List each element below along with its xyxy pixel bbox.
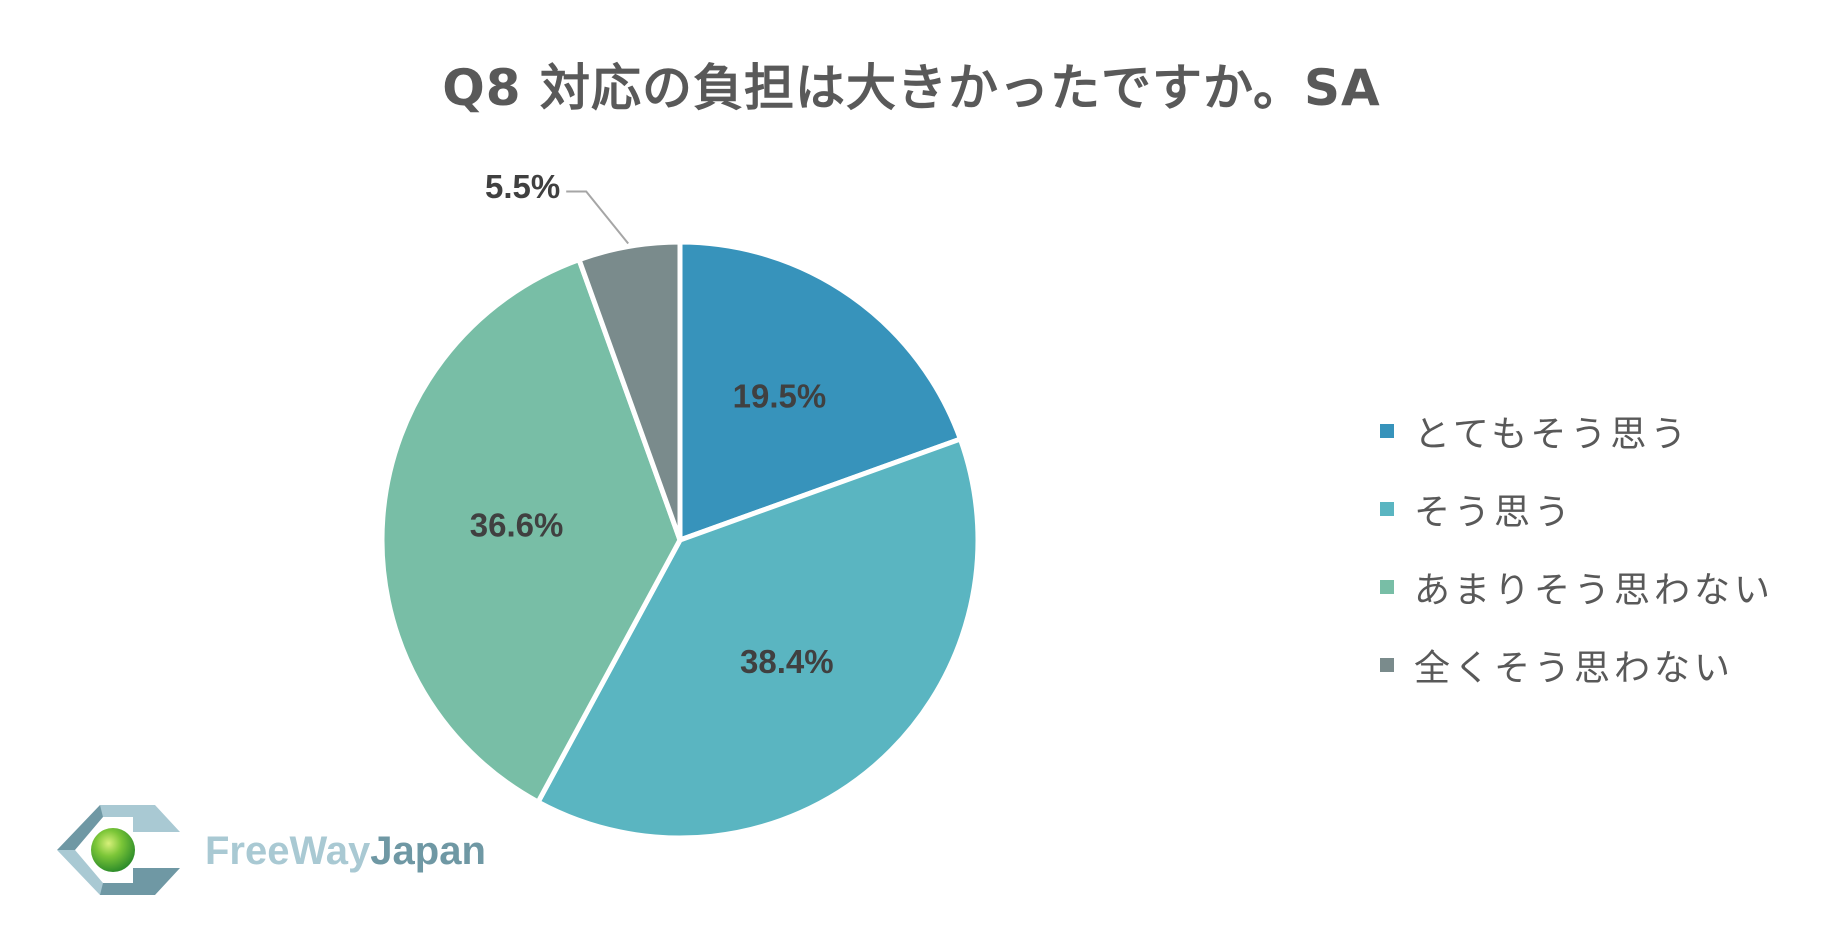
legend-label-mattaku: 全くそう思わない <box>1414 648 1735 689</box>
pie-slices <box>379 239 981 841</box>
legend-item-sou[interactable]: そう思う <box>1380 470 1774 548</box>
legend: とてもそう思う そう思う あまりそう思わない 全くそう思わない <box>1380 392 1774 704</box>
pie-slice-1[interactable] <box>535 436 981 841</box>
legend-item-amari[interactable]: あまりそう思わない <box>1380 548 1774 626</box>
chart-title: Q8 対応の負担は大きかったですか。SA <box>442 59 1381 117</box>
legend-label-totemo: とてもそう思う <box>1414 414 1691 455</box>
leader-lines <box>566 190 629 245</box>
pie-slice-3[interactable] <box>576 239 683 543</box>
legend-label-sou: そう思う <box>1414 492 1575 533</box>
data-labels: 19.5% 38.4% 36.6% 5.5% <box>470 168 834 680</box>
legend-swatch-amari <box>1380 580 1394 594</box>
freewayjapan-logo: FreeWayJapan <box>55 795 555 905</box>
data-label-2: 36.6% <box>470 506 564 543</box>
logo-text: FreeWayJapan <box>205 829 486 873</box>
legend-swatch-sou <box>1380 502 1394 516</box>
legend-swatch-mattaku <box>1380 658 1394 672</box>
legend-item-totemo[interactable]: とてもそう思う <box>1380 392 1774 470</box>
data-label-0: 19.5% <box>733 377 827 414</box>
leader-line-3 <box>566 190 629 245</box>
pie-slice-0[interactable] <box>677 239 963 543</box>
pie-slice-2[interactable] <box>379 257 683 805</box>
legend-item-mattaku[interactable]: 全くそう思わない <box>1380 626 1774 704</box>
data-label-3: 5.5% <box>485 168 560 205</box>
logo-mark-icon <box>57 805 180 895</box>
data-label-1: 38.4% <box>740 643 834 680</box>
legend-label-amari: あまりそう思わない <box>1414 570 1775 611</box>
legend-swatch-totemo <box>1380 424 1394 438</box>
